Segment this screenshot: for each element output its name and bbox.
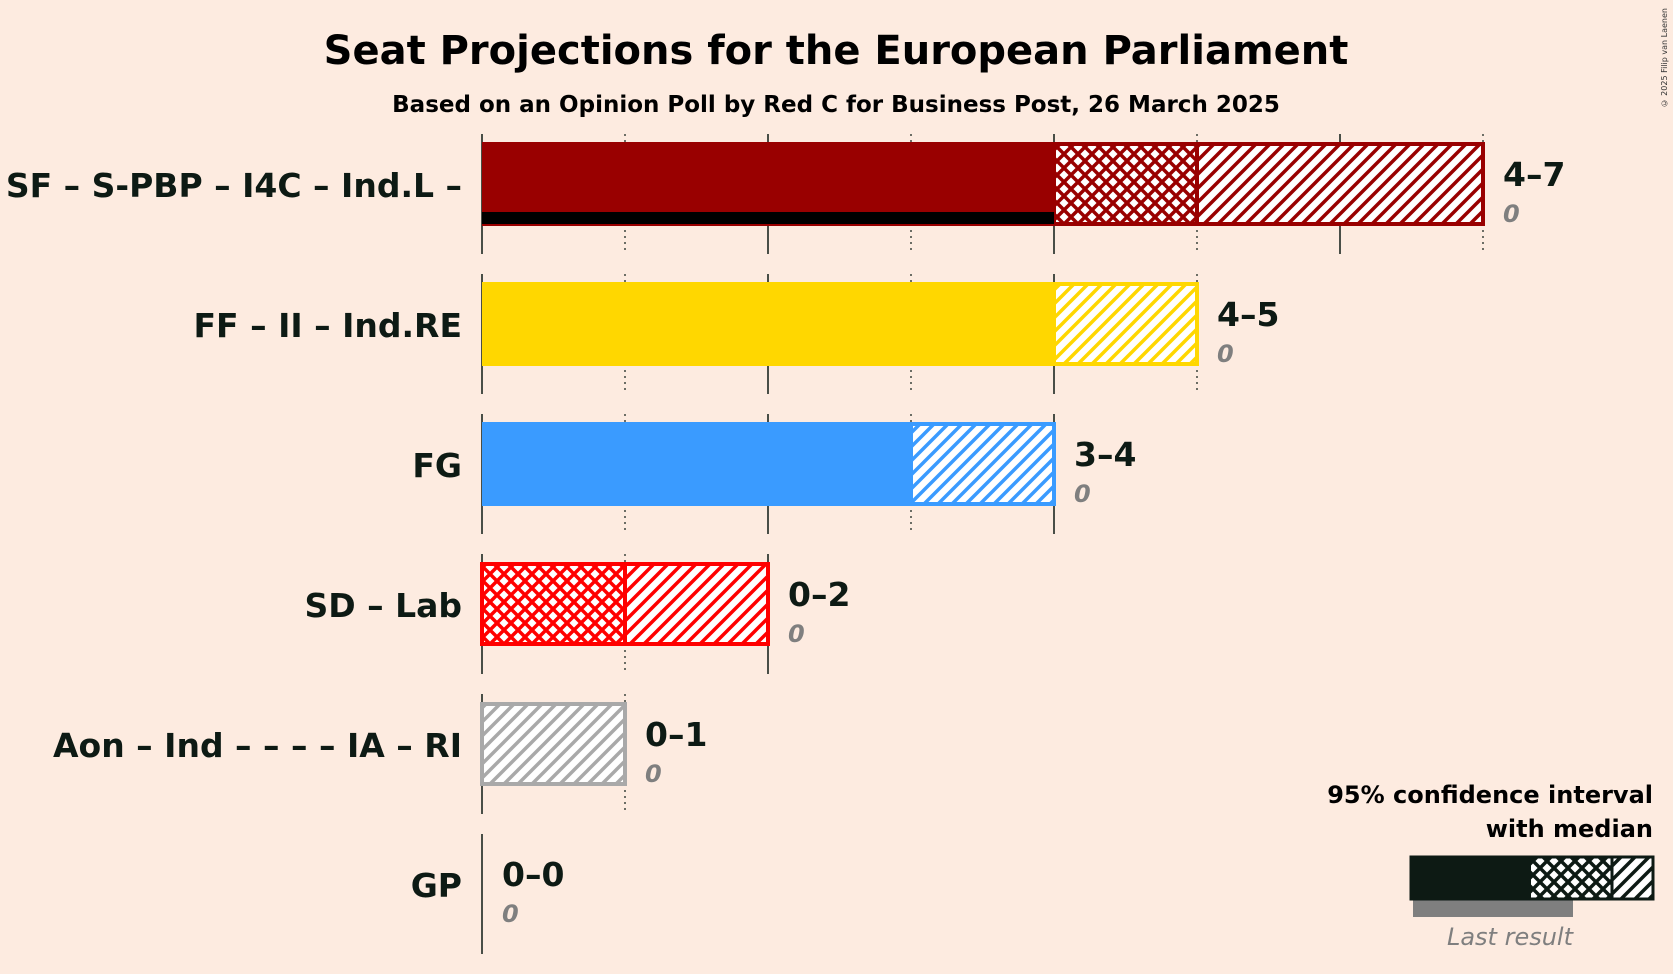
legend: 95% confidence interval with median Last… bbox=[1327, 781, 1655, 951]
bar-hatch bbox=[1054, 284, 1197, 364]
chart-title: Seat Projections for the European Parlia… bbox=[324, 28, 1349, 74]
bar-hatch bbox=[625, 564, 768, 644]
legend-ci-solid bbox=[1411, 857, 1531, 899]
last-result-label: 0 bbox=[645, 760, 662, 788]
last-result-label: 0 bbox=[1217, 340, 1234, 368]
legend-last-result-bar bbox=[1413, 899, 1573, 917]
bar-hatch bbox=[482, 704, 625, 784]
copyright: © 2025 Filip van Laenen bbox=[1660, 8, 1669, 108]
bar-crosshatch bbox=[482, 564, 625, 644]
legend-ci-crosshatch bbox=[1531, 857, 1612, 899]
party-label: SF – S-PBP – I4C – Ind.L – bbox=[6, 166, 462, 205]
last-result-label: 0 bbox=[788, 620, 805, 648]
bar-solid bbox=[482, 422, 911, 506]
bar-hatch bbox=[911, 424, 1054, 504]
range-label: 0–2 bbox=[788, 575, 850, 614]
series-row: GP 0–0 0 bbox=[411, 834, 564, 954]
party-label: SD – Lab bbox=[304, 586, 462, 625]
legend-ci-outline bbox=[1409, 855, 1655, 901]
series-row: Aon – Ind – – – – IA – RI 0–1 0 bbox=[53, 694, 707, 814]
series-row: FG 3–4 0 bbox=[412, 414, 1136, 534]
series-row: SD – Lab 0–2 0 bbox=[304, 554, 850, 674]
legend-ci-hatch bbox=[1612, 857, 1653, 899]
range-label: 0–1 bbox=[645, 715, 707, 754]
party-label: FG bbox=[412, 446, 462, 485]
bar-shadow-band bbox=[482, 212, 1054, 224]
bar-hatch bbox=[1197, 144, 1483, 224]
bar-crosshatch bbox=[1054, 144, 1197, 224]
chart-subtitle: Based on an Opinion Poll by Red C for Bu… bbox=[392, 92, 1280, 118]
legend-line2: with median bbox=[1486, 815, 1653, 843]
range-label: 3–4 bbox=[1074, 435, 1136, 474]
bar-ci-outline bbox=[480, 702, 627, 786]
bar-solid bbox=[482, 282, 1054, 366]
legend-line1: 95% confidence interval bbox=[1327, 781, 1653, 809]
last-result-label: 0 bbox=[1074, 480, 1091, 508]
range-label: 4–5 bbox=[1217, 295, 1279, 334]
bar-ci-outline bbox=[1052, 282, 1199, 366]
series-row: FF – II – Ind.RE 4–5 0 bbox=[194, 274, 1279, 394]
party-label: FF – II – Ind.RE bbox=[194, 306, 462, 345]
bar-ci-outline bbox=[909, 422, 1056, 506]
party-label: GP bbox=[411, 866, 462, 905]
range-label: 4–7 bbox=[1503, 155, 1565, 194]
range-label: 0–0 bbox=[502, 855, 564, 894]
party-label: Aon – Ind – – – – IA – RI bbox=[53, 726, 462, 765]
last-result-label: 0 bbox=[502, 900, 519, 928]
legend-last-result-label: Last result bbox=[1447, 923, 1575, 951]
bar-ci-outline bbox=[1052, 142, 1485, 226]
last-result-label: 0 bbox=[1503, 200, 1520, 228]
series-row: SF – S-PBP – I4C – Ind.L – 4–7 0 bbox=[6, 134, 1565, 254]
